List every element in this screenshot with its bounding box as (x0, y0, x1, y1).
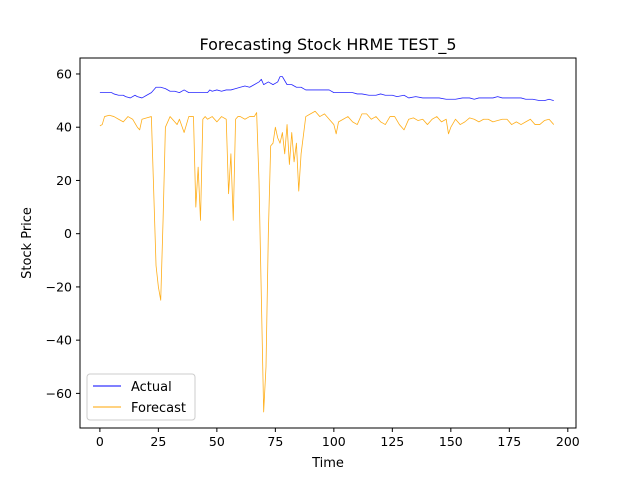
x-tick-label: 200 (556, 434, 580, 449)
y-tick-label: 0 (64, 226, 72, 241)
x-tick-label: 50 (209, 434, 225, 449)
y-tick-label: 60 (56, 66, 72, 81)
legend: Actual Forecast (86, 373, 196, 421)
x-tick-label: 0 (96, 434, 104, 449)
x-tick-label: 100 (322, 434, 346, 449)
x-axis-ticks: 0 25 50 75 100 125 150 175 200 (96, 428, 580, 449)
y-tick-label: −60 (46, 386, 72, 401)
y-axis-ticks: −60 −40 −20 0 20 40 60 (46, 66, 80, 401)
series-layer (99, 76, 555, 413)
legend-label-actual: Actual (131, 380, 172, 395)
series-line-forecast (99, 110, 555, 413)
y-axis-label: Stock Price (20, 207, 35, 279)
x-tick-label: 125 (380, 434, 404, 449)
y-tick-label: −20 (46, 279, 72, 294)
x-tick-label: 25 (150, 434, 166, 449)
series-line-actual (99, 76, 554, 101)
x-tick-label: 150 (439, 434, 463, 449)
x-axis-label: Time (311, 456, 344, 471)
y-tick-label: 20 (56, 173, 72, 188)
x-tick-label: 175 (497, 434, 521, 449)
plot-area (80, 58, 576, 428)
chart-title: Forecasting Stock HRME TEST_5 (199, 35, 456, 55)
x-tick-label: 75 (267, 434, 283, 449)
legend-label-forecast: Forecast (131, 401, 186, 416)
y-tick-label: 40 (56, 120, 72, 135)
plot-frame (79, 57, 577, 429)
y-tick-label: −40 (46, 333, 72, 348)
